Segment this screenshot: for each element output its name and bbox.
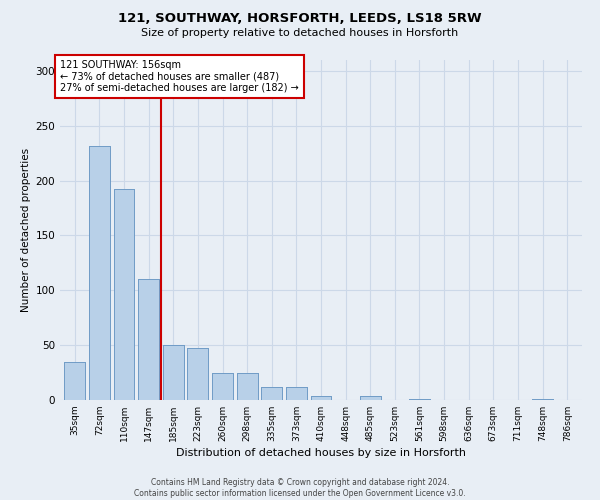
Bar (360, 396, 381, 400)
Bar (409, 399, 430, 400)
Bar (212, 372, 233, 400)
Text: Contains HM Land Registry data © Crown copyright and database right 2024.
Contai: Contains HM Land Registry data © Crown c… (134, 478, 466, 498)
Bar (311, 396, 331, 400)
Bar (311, 396, 331, 400)
Bar (286, 387, 307, 400)
Bar (532, 399, 553, 400)
Bar (236, 372, 257, 400)
Bar (113, 190, 134, 400)
Bar (187, 348, 208, 400)
Bar (64, 362, 85, 400)
Bar (187, 348, 208, 400)
Bar (138, 280, 159, 400)
Bar (261, 387, 282, 400)
Bar (236, 372, 257, 400)
Text: 121 SOUTHWAY: 156sqm
← 73% of detached houses are smaller (487)
27% of semi-deta: 121 SOUTHWAY: 156sqm ← 73% of detached h… (60, 60, 299, 93)
Bar (286, 387, 307, 400)
Bar (409, 399, 430, 400)
Bar (163, 345, 184, 400)
Bar (532, 399, 553, 400)
X-axis label: Distribution of detached houses by size in Horsforth: Distribution of detached houses by size … (176, 448, 466, 458)
Y-axis label: Number of detached properties: Number of detached properties (21, 148, 31, 312)
Bar (138, 280, 159, 400)
Bar (212, 372, 233, 400)
Bar (261, 387, 282, 400)
Bar (89, 146, 110, 400)
Bar (360, 396, 381, 400)
Bar (163, 345, 184, 400)
Bar (64, 362, 85, 400)
Bar (113, 190, 134, 400)
Text: 121, SOUTHWAY, HORSFORTH, LEEDS, LS18 5RW: 121, SOUTHWAY, HORSFORTH, LEEDS, LS18 5R… (118, 12, 482, 26)
Bar (89, 146, 110, 400)
Text: Size of property relative to detached houses in Horsforth: Size of property relative to detached ho… (142, 28, 458, 38)
